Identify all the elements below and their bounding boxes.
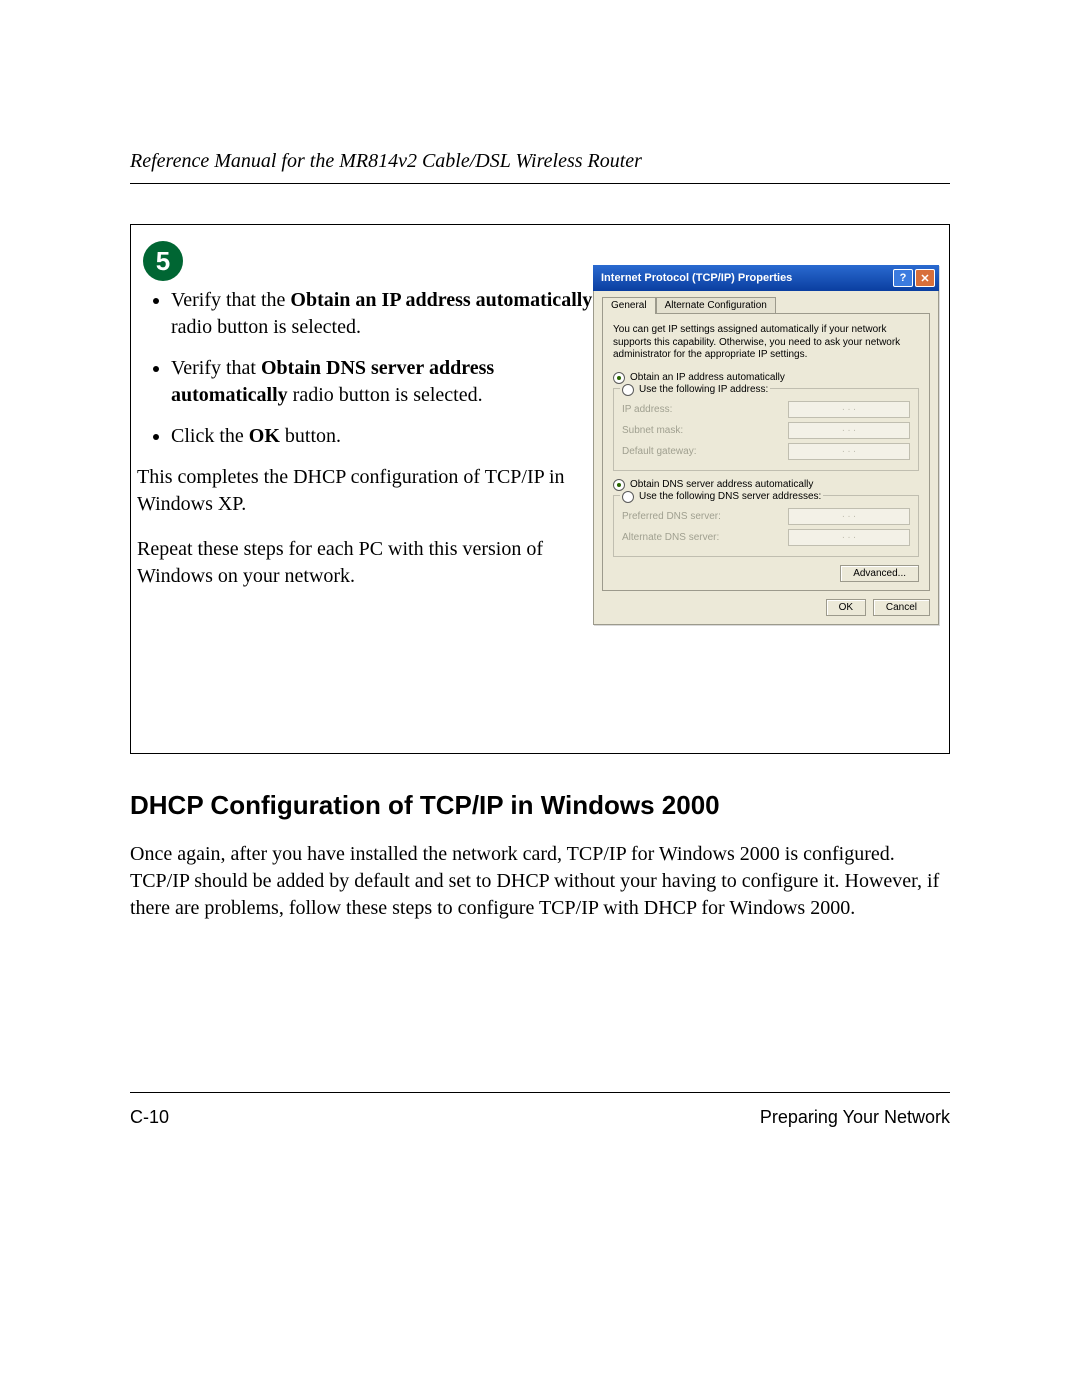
text: Verify that — [171, 357, 261, 379]
bold-text: Obtain an IP address automatically — [290, 289, 592, 311]
page-footer: C-10 Preparing Your Network — [130, 1092, 950, 1128]
text: radio button is selected. — [171, 316, 361, 338]
input-alternate-dns: . . . — [788, 529, 910, 546]
step-bullets: Verify that the Obtain an IP address aut… — [131, 287, 593, 450]
radio-label: Obtain DNS server address automatically — [630, 479, 813, 490]
radio-use-dns[interactable]: Use the following DNS server addresses: — [620, 491, 823, 503]
text: Click the — [171, 425, 249, 447]
bullet-item: Click the OK button. — [171, 423, 593, 450]
bullet-item: Verify that Obtain DNS server address au… — [171, 355, 593, 409]
help-button[interactable]: ? — [893, 269, 913, 287]
radio-use-ip[interactable]: Use the following IP address: — [620, 384, 770, 396]
input-subnet-mask: . . . — [788, 422, 910, 439]
tab-general[interactable]: General — [602, 297, 656, 314]
input-preferred-dns: . . . — [788, 508, 910, 525]
section-heading: DHCP Configuration of TCP/IP in Windows … — [130, 790, 950, 821]
radio-label: Obtain an IP address automatically — [630, 372, 785, 383]
footer-page-number: C-10 — [130, 1107, 169, 1128]
step-number-badge: 5 — [143, 241, 183, 281]
label-alternate-dns: Alternate DNS server: — [622, 532, 719, 543]
radio-label: Use the following DNS server addresses: — [639, 491, 821, 502]
input-ip-address: . . . — [788, 401, 910, 418]
page-header: Reference Manual for the MR814v2 Cable/D… — [130, 150, 950, 184]
radio-icon — [613, 479, 625, 491]
ok-button[interactable]: OK — [826, 599, 866, 616]
cancel-button[interactable]: Cancel — [873, 599, 930, 616]
radio-icon — [622, 491, 634, 503]
radio-obtain-dns-auto[interactable]: Obtain DNS server address automatically — [613, 479, 919, 491]
section-body: Once again, after you have installed the… — [130, 841, 950, 922]
radio-label: Use the following IP address: — [639, 384, 768, 395]
label-ip-address: IP address: — [622, 404, 672, 415]
label-preferred-dns: Preferred DNS server: — [622, 511, 721, 522]
step-para: Repeat these steps for each PC with this… — [137, 536, 593, 590]
step-box: 5 Verify that the Obtain an IP address a… — [130, 224, 950, 754]
bold-text: OK — [249, 425, 280, 447]
radio-icon — [622, 384, 634, 396]
footer-section-name: Preparing Your Network — [760, 1107, 950, 1128]
text: Verify that the — [171, 289, 290, 311]
close-button[interactable]: ✕ — [915, 269, 935, 287]
bullet-item: Verify that the Obtain an IP address aut… — [171, 287, 593, 341]
advanced-button[interactable]: Advanced... — [840, 565, 919, 582]
tab-alternate-configuration[interactable]: Alternate Configuration — [656, 297, 776, 314]
dialog-titlebar[interactable]: Internet Protocol (TCP/IP) Properties ? … — [593, 265, 939, 291]
dialog-title: Internet Protocol (TCP/IP) Properties — [601, 272, 792, 284]
radio-obtain-ip-auto[interactable]: Obtain an IP address automatically — [613, 372, 919, 384]
tcpip-properties-dialog: Internet Protocol (TCP/IP) Properties ? … — [593, 265, 939, 625]
radio-icon — [613, 372, 625, 384]
step-para: This completes the DHCP configuration of… — [137, 464, 593, 518]
input-default-gateway: . . . — [788, 443, 910, 460]
text: radio button is selected. — [288, 384, 483, 406]
text: button. — [280, 425, 341, 447]
label-subnet-mask: Subnet mask: — [622, 425, 683, 436]
label-default-gateway: Default gateway: — [622, 446, 697, 457]
dialog-description: You can get IP settings assigned automat… — [613, 324, 919, 362]
